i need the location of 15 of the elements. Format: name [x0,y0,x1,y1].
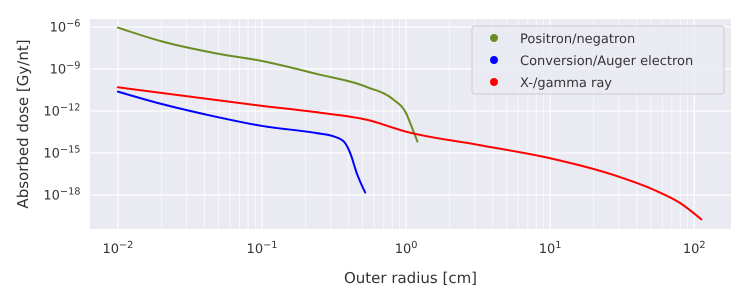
y-tick-label: 10$^{−18}$ [43,186,80,204]
y-tick-label: 10$^{−6}$ [50,18,80,36]
x-tick-label: 10$^{−1}$ [246,239,278,257]
x-axis-title: Outer radius [cm] [344,269,478,287]
y-tick-label: 10$^{−12}$ [43,102,80,120]
legend-label: X-/gamma ray [520,76,612,91]
x-tick-label: 10$^{−2}$ [102,239,134,257]
y-tick-label: 10$^{−15}$ [43,144,80,162]
x-tick-label: 10$^{2}$ [682,239,706,257]
legend-label: Conversion/Auger electron [520,54,694,69]
y-axis-title: Absorbed dose [Gy/nt] [14,39,32,209]
x-tick-label: 10$^{0}$ [394,239,418,257]
x-tick-label: 10$^{1}$ [538,239,562,257]
legend-label: Positron/negatron [520,32,636,47]
y-tick-label: 10$^{−9}$ [50,60,80,78]
